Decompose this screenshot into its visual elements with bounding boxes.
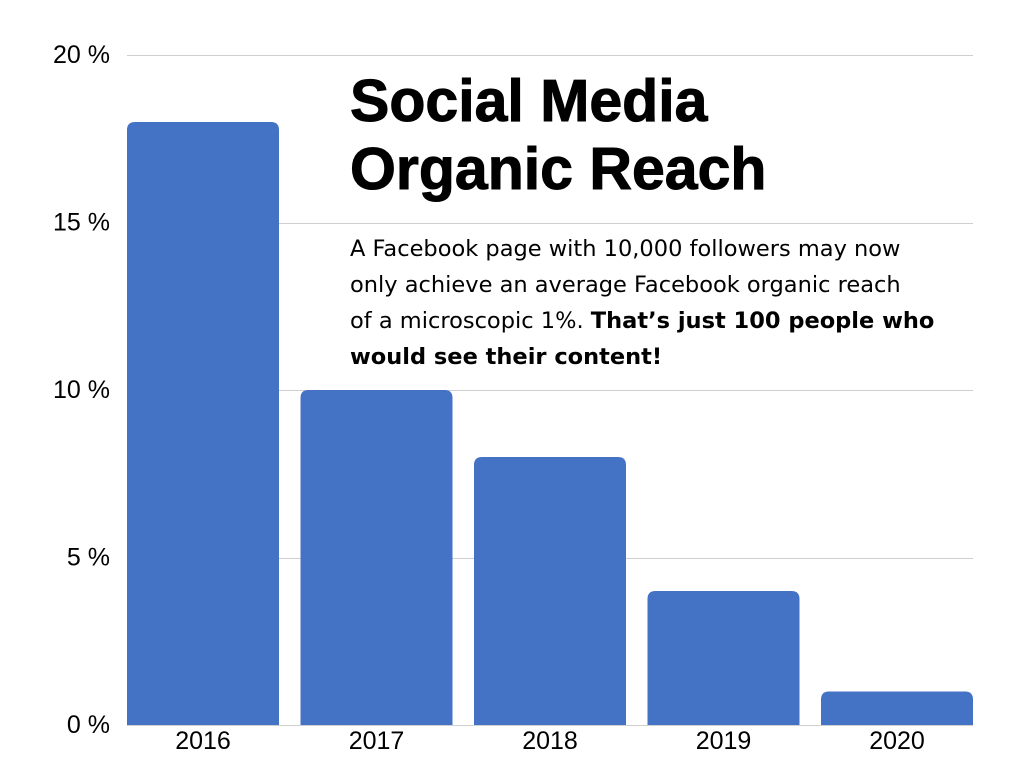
x-tick-label-2017: 2017 [349, 727, 405, 755]
x-tick-label-2020: 2020 [869, 727, 925, 755]
annotation-emphasis: would see their content! [350, 344, 663, 370]
annotation-text: A Facebook page with 10,000 followers ma… [350, 236, 901, 262]
chart-annotation: A Facebook page with 10,000 followers ma… [350, 231, 934, 375]
annotation-text: only achieve an average Facebook organic… [350, 272, 901, 298]
bar-2017 [300, 390, 453, 725]
bar-2019 [647, 591, 800, 725]
chart-title: Social Media Organic Reach [350, 68, 767, 203]
bar-2018 [474, 457, 626, 725]
annotation-text: of a microscopic 1%. [350, 308, 584, 334]
x-tick-label-2018: 2018 [522, 727, 578, 755]
y-tick-label-15: 15 % [53, 209, 110, 237]
y-tick-label-5: 5 % [67, 544, 110, 572]
annotation-emphasis: That’s just 100 people who [590, 308, 935, 334]
bar-2020 [821, 691, 973, 725]
y-tick-label-10: 10 % [53, 376, 110, 404]
y-tick-label-0: 0 % [67, 711, 110, 739]
annotation-line: of a microscopic 1%. That’s just 100 peo… [350, 303, 934, 339]
annotation-line: would see their content! [350, 339, 934, 375]
x-axis-labels: 2016 2017 2018 2019 2020 [175, 727, 925, 755]
y-axis-labels: 0 % 5 % 10 % 15 % 20 % [53, 41, 110, 739]
bars [127, 122, 973, 725]
annotation-line: only achieve an average Facebook organic… [350, 267, 934, 303]
y-tick-label-20: 20 % [53, 41, 110, 69]
bar-2016 [127, 122, 279, 725]
x-tick-label-2019: 2019 [696, 727, 752, 755]
x-tick-label-2016: 2016 [175, 727, 231, 755]
annotation-line: A Facebook page with 10,000 followers ma… [350, 231, 934, 267]
